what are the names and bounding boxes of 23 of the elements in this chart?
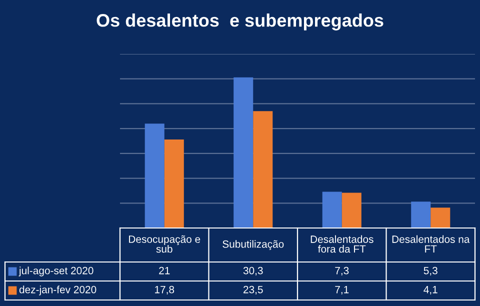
x-tick-label: Desocupação e sub — [129, 235, 200, 253]
data-label: 23,5 — [244, 286, 263, 295]
data-label: 7,3 — [335, 266, 349, 276]
data-label: 4,1 — [424, 286, 438, 295]
data-label: 21 — [159, 266, 170, 274]
bar — [342, 192, 362, 228]
bar — [411, 202, 431, 228]
x-tick-label: Subutilização — [222, 240, 284, 250]
bar — [164, 140, 184, 228]
x-tick-label: Desalentados fora da FT — [310, 235, 374, 253]
bar — [322, 192, 342, 228]
bar — [234, 77, 254, 228]
data-label: 5,3 — [424, 266, 438, 276]
legend-label: jul-ago-set 2020 — [18, 266, 94, 276]
data-label: 7,1 — [335, 286, 349, 295]
data-label: 30,3 — [243, 266, 263, 276]
bar — [430, 208, 450, 228]
chart-title: Os desalentos e subempregados — [96, 14, 384, 30]
legend-label: dez-jan-fev 2020 — [19, 286, 96, 296]
bar — [144, 124, 164, 228]
data-label: 17,8 — [155, 286, 174, 295]
x-tick-label: Desalentados na FT — [392, 235, 470, 253]
bar — [253, 111, 273, 228]
